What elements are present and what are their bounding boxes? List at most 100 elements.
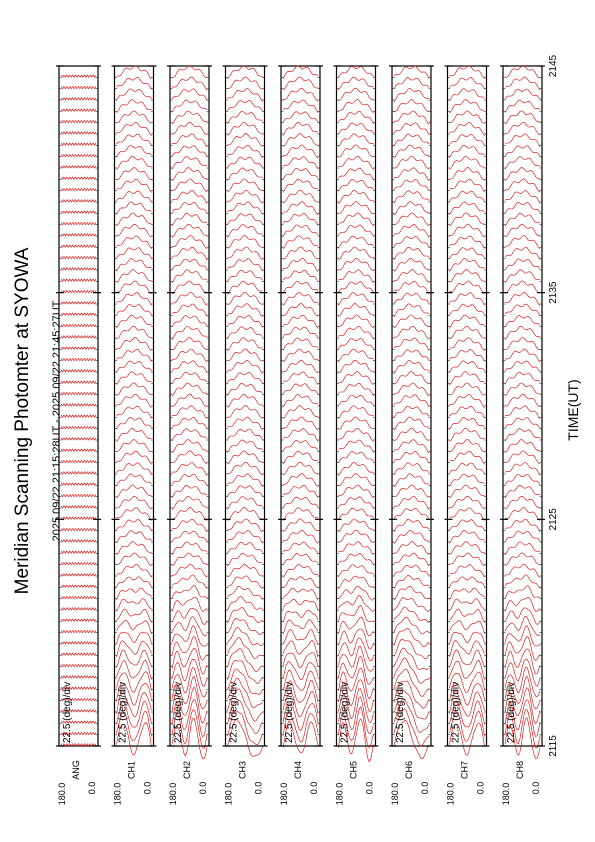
scan-trace [116, 371, 152, 386]
scan-trace [60, 323, 97, 328]
scan-trace [227, 575, 263, 590]
scan-trace [282, 257, 319, 272]
scan-trace [227, 303, 263, 318]
panel-ymin-label: 0.0 [420, 782, 430, 795]
scan-trace [393, 190, 430, 204]
scan-trace [449, 292, 485, 306]
scan-trace [60, 301, 97, 305]
scan-trace [338, 655, 374, 685]
scan-trace [227, 144, 263, 159]
scan-trace [338, 667, 374, 700]
scan-trace [393, 212, 430, 226]
scan-trace [338, 718, 374, 763]
scan-trace [116, 632, 152, 644]
scan-trace [116, 65, 152, 80]
scan-trace [282, 144, 319, 159]
scan-trace [504, 382, 540, 397]
panel-ymin-label: 0.0 [87, 782, 97, 795]
scan-trace [116, 519, 152, 532]
scan-trace [393, 280, 430, 295]
scan-trace [282, 405, 319, 419]
scan-trace [393, 337, 430, 351]
scan-trace [338, 451, 374, 464]
scan-trace [504, 280, 541, 294]
scan-trace [116, 269, 152, 283]
scan-trace [338, 416, 374, 430]
scan-trace [393, 518, 430, 532]
scan-trace [504, 496, 541, 510]
scan-trace [504, 507, 541, 521]
panel-ymax-label: 180.0 [446, 783, 456, 806]
panel-scale-label: 22.5 (deg)/div [229, 682, 240, 743]
scan-trace [393, 416, 430, 431]
scan-trace [60, 629, 97, 634]
scan-trace [449, 564, 485, 578]
scan-trace [60, 505, 97, 509]
scan-trace [449, 303, 485, 316]
scan-trace [171, 280, 208, 294]
scan-trace [171, 530, 208, 542]
scan-trace [60, 233, 97, 237]
scan-trace [338, 518, 374, 533]
scan-trace [227, 269, 263, 282]
scan-trace [283, 303, 319, 317]
scan-trace [60, 119, 97, 124]
scan-trace [393, 496, 430, 510]
scan-trace [338, 553, 374, 566]
scan-trace [171, 541, 208, 555]
scan-trace [504, 607, 541, 625]
scan-trace [172, 121, 208, 135]
scan-traces [449, 65, 485, 756]
scan-trace [393, 65, 430, 79]
scan-traces [171, 65, 208, 759]
panel-scale-label: 22.5 (deg)/div [395, 682, 406, 743]
scan-trace [171, 201, 208, 214]
scan-trace [338, 637, 374, 662]
panel-channel-label: CH5 [349, 761, 359, 779]
scan-trace [393, 325, 430, 340]
scan-trace [116, 393, 152, 408]
scan-trace [504, 88, 541, 101]
scan-trace [60, 459, 97, 464]
scan-trace [504, 658, 541, 687]
scan-trace [227, 530, 263, 544]
scan-trace [338, 564, 374, 578]
scan-trace [393, 394, 430, 408]
scan-trace [116, 326, 152, 340]
scan-trace [116, 88, 152, 101]
scan-trace [504, 156, 541, 170]
scan-trace [60, 210, 97, 214]
panel-channel-label: CH3 [238, 761, 248, 779]
panel-ch3: 22.5 (deg)/div 180.0 CH3 0.0 [224, 65, 266, 805]
scan-trace [116, 495, 152, 509]
scan-trace [449, 99, 485, 114]
scan-trace [504, 675, 541, 710]
scan-trace [393, 597, 430, 612]
scan-trace [116, 682, 152, 706]
scan-trace [282, 619, 319, 635]
scan-trace [171, 110, 207, 125]
scan-trace [282, 587, 319, 601]
scan-trace [282, 711, 319, 743]
scan-trace [393, 269, 430, 283]
scan-trace [282, 394, 319, 408]
scan-trace [171, 178, 208, 192]
scan-trace [449, 349, 485, 362]
scan-trace [116, 258, 152, 272]
scan-trace [227, 65, 263, 80]
scan-trace [116, 77, 152, 90]
scan-trace [504, 303, 541, 317]
scan-trace [449, 671, 485, 693]
scan-trace [282, 189, 319, 203]
scan-trace [282, 383, 319, 395]
scan-trace [449, 110, 485, 124]
title-group: Meridian Scanning Photomter at SYOWA [12, 247, 33, 594]
scan-trace [504, 518, 541, 533]
scan-trace [171, 315, 208, 328]
scan-trace [504, 597, 541, 612]
scan-trace [338, 541, 374, 556]
scan-trace [116, 337, 152, 352]
scan-trace [227, 618, 263, 636]
scan-trace [283, 529, 319, 544]
scan-trace [282, 629, 319, 645]
